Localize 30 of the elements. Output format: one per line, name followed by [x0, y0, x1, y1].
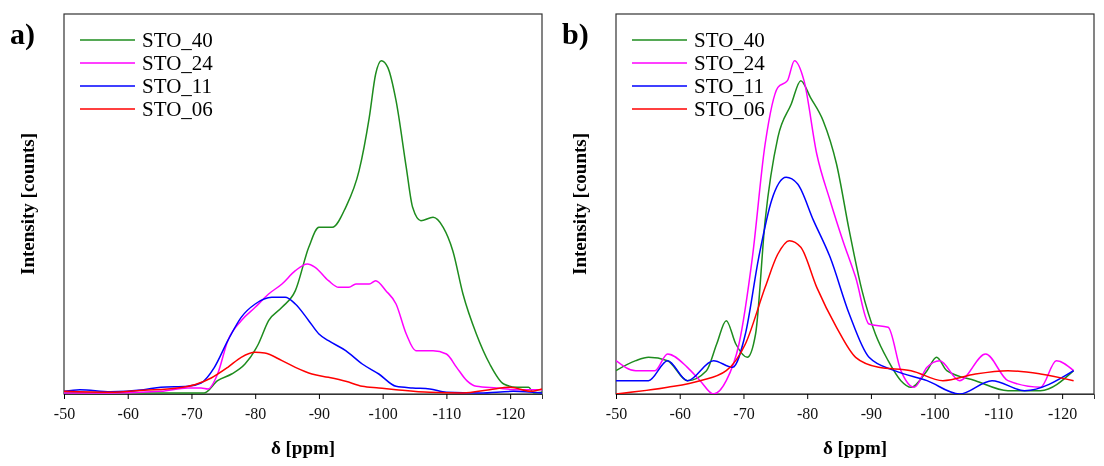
chart-title: b): [562, 17, 589, 51]
x-tick-label: -80: [797, 404, 819, 422]
legend-label: STO_24: [694, 51, 766, 75]
legend-label: STO_11: [694, 74, 765, 98]
legend-label: STO_11: [142, 74, 213, 98]
x-tick-label: -120: [1047, 404, 1078, 422]
legend-label: STO_06: [694, 97, 765, 121]
x-axis-title: δ [ppm]: [270, 437, 336, 458]
x-tick-label: -60: [117, 404, 139, 422]
legend-label: STO_40: [142, 28, 213, 52]
x-tick-label: -90: [308, 404, 331, 422]
x-tick-label: -120: [495, 404, 526, 422]
x-tick-label: -60: [669, 404, 691, 422]
legend-label: STO_06: [142, 97, 213, 121]
x-tick-label: -50: [605, 404, 628, 422]
x-tick-label: -110: [432, 404, 462, 422]
x-axis-title: δ [ppm]: [822, 437, 888, 458]
x-tick-label: -50: [53, 404, 76, 422]
x-tick-label: -90: [860, 404, 883, 422]
chart-title: a): [10, 17, 35, 51]
x-tick-label: -70: [733, 404, 755, 422]
x-tick-label: -100: [920, 404, 950, 422]
x-tick-label: -100: [368, 404, 398, 422]
legend-label: STO_40: [694, 28, 765, 52]
x-tick-label: -110: [984, 404, 1014, 422]
y-axis-title: Intensity [counts]: [569, 133, 590, 275]
legend-label: STO_24: [142, 51, 214, 75]
x-tick-label: -80: [245, 404, 267, 422]
x-tick-label: -70: [181, 404, 203, 422]
y-axis-title: Intensity [counts]: [17, 133, 38, 275]
